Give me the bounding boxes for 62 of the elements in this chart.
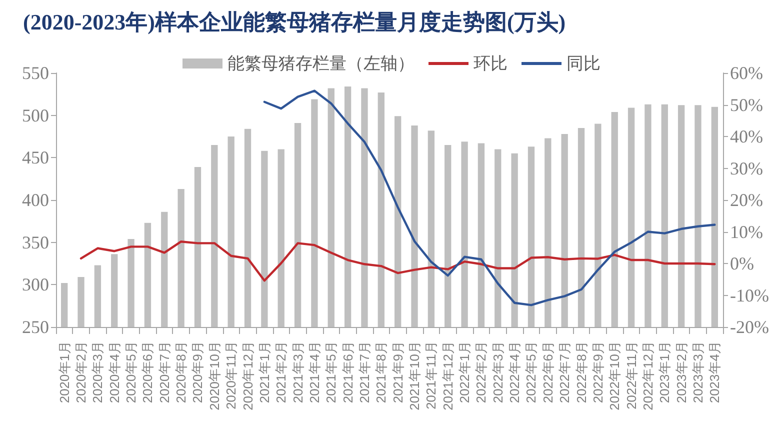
x-tick-label: 2021年7月 xyxy=(356,341,372,404)
x-tick-label: 2021年2月 xyxy=(274,341,289,404)
x-tick-label: 2020年10月 xyxy=(206,341,222,410)
y2-tick-label: 30% xyxy=(730,158,763,178)
x-tick-label: 2022年6月 xyxy=(540,341,556,404)
y2-tick-label: 0% xyxy=(730,254,754,274)
y-tick-label: 350 xyxy=(22,232,49,252)
y-tick-label: 400 xyxy=(22,190,49,210)
legend-label: 能繁母猪存栏量（左轴） xyxy=(228,54,414,73)
x-tick-label: 2021年10月 xyxy=(407,341,422,410)
x-tick-label: 2020年5月 xyxy=(124,341,139,404)
y-tick-label: 300 xyxy=(22,274,49,295)
y-tick-label: 450 xyxy=(22,148,49,168)
legend-label: 同比 xyxy=(566,54,600,73)
x-tick-label: 2020年7月 xyxy=(156,341,172,404)
x-tick-label: 2021年5月 xyxy=(324,341,339,404)
y2-tick-label: -10% xyxy=(730,285,769,306)
x-tick-label: 2022年2月 xyxy=(474,341,489,404)
x-tick-label: 2023年3月 xyxy=(690,341,706,404)
x-tick-label: 2020年12月 xyxy=(240,341,256,410)
x-tick-label: 2022年5月 xyxy=(524,341,539,404)
x-tick-label: 2022年8月 xyxy=(574,341,589,404)
line-series xyxy=(80,240,716,282)
x-tick-label: 2021年6月 xyxy=(340,341,356,404)
x-tick-label: 2022年7月 xyxy=(557,341,572,404)
x-tick-label: 2023年4月 xyxy=(707,341,722,404)
x-tick-label: 2020年8月 xyxy=(174,341,189,404)
x-tick-label: 2020年11月 xyxy=(224,341,239,410)
x-tick-label: 2022年11月 xyxy=(624,341,639,410)
y-tick-label: 550 xyxy=(22,63,49,83)
x-tick-label: 2021年8月 xyxy=(374,341,389,404)
x-tick-label: 2022年1月 xyxy=(457,341,472,404)
chart-title: (2020-2023年)样本企业能繁母猪存栏量月度走势图(万头) xyxy=(23,10,566,34)
x-tick-label: 2021年3月 xyxy=(290,341,306,404)
y2-tick-label: -20% xyxy=(730,317,769,337)
line-series xyxy=(263,90,716,306)
x-tick-label: 2021年12月 xyxy=(440,341,456,410)
y2-tick-label: 50% xyxy=(730,94,763,115)
legend-label: 环比 xyxy=(474,54,508,73)
y2-tick-label: 40% xyxy=(730,126,763,146)
x-tick-label: 2022年9月 xyxy=(590,341,606,404)
x-tick-label: 2021年1月 xyxy=(256,341,272,404)
x-tick-label: 2021年9月 xyxy=(390,341,406,404)
x-tick-label: 2021年4月 xyxy=(306,341,322,404)
x-tick-label: 2020年2月 xyxy=(74,341,89,404)
y2-tick-label: 60% xyxy=(730,63,763,83)
x-tick-label: 2021年11月 xyxy=(424,341,439,410)
x-tick-label: 2023年2月 xyxy=(674,341,689,404)
x-tick-label: 2022年4月 xyxy=(507,341,522,404)
y-tick-label: 500 xyxy=(22,105,49,126)
y2-tick-label: 10% xyxy=(730,222,763,242)
x-tick-label: 2022年12月 xyxy=(640,341,656,410)
x-tick-label: 2020年1月 xyxy=(56,341,72,404)
x-tick-label: 2022年3月 xyxy=(490,341,506,404)
y-tick-label: 250 xyxy=(22,317,49,337)
x-tick-label: 2020年9月 xyxy=(190,341,206,404)
x-tick-label: 2022年10月 xyxy=(607,341,622,410)
x-tick-label: 2020年3月 xyxy=(90,341,106,404)
x-tick-label: 2023年1月 xyxy=(657,341,672,404)
x-tick-label: 2020年4月 xyxy=(106,341,122,404)
x-tick-label: 2020年6月 xyxy=(140,341,156,404)
y2-tick-label: 20% xyxy=(730,190,763,210)
